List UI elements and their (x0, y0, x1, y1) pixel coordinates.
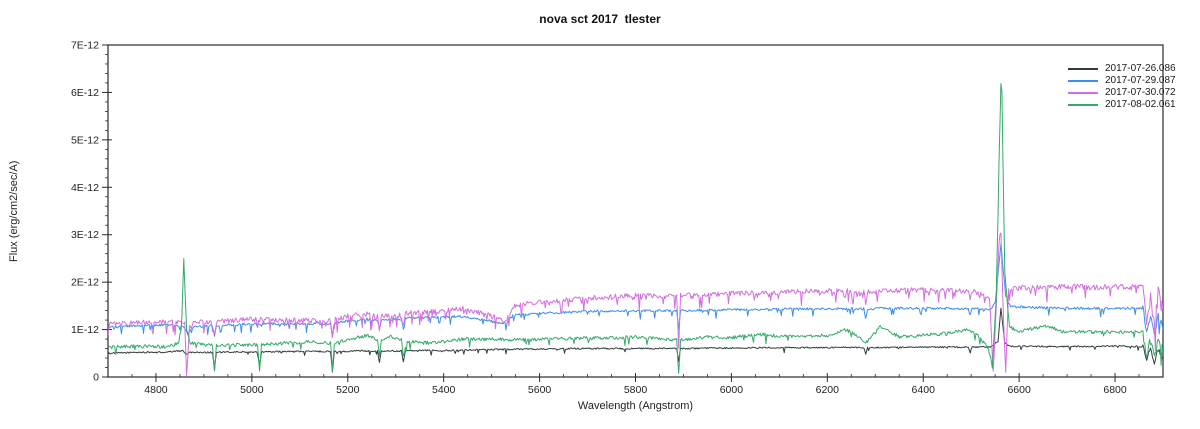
svg-text:5E-12: 5E-12 (71, 134, 99, 146)
legend-item: 2017-07-29.087 (1068, 75, 1176, 86)
spectrum-line-2017-07-30.072 (108, 232, 1163, 376)
svg-text:6000: 6000 (720, 384, 744, 396)
legend-line-swatch (1068, 103, 1098, 106)
legend-item: 2017-07-30.072 (1068, 87, 1176, 98)
legend-line-swatch (1068, 79, 1098, 82)
svg-text:5000: 5000 (240, 384, 264, 396)
svg-text:3E-12: 3E-12 (71, 229, 99, 241)
svg-text:7E-12: 7E-12 (71, 40, 99, 52)
svg-text:6600: 6600 (1007, 384, 1031, 396)
svg-text:4800: 4800 (144, 384, 168, 396)
svg-text:5200: 5200 (336, 384, 360, 396)
svg-text:6800: 6800 (1103, 384, 1127, 396)
legend-label: 2017-07-26.086 (1105, 63, 1176, 74)
svg-text:6400: 6400 (912, 384, 936, 396)
legend-item: 2017-07-26.086 (1068, 63, 1176, 74)
x-axis-label: Wavelength (Angstrom) (577, 400, 694, 412)
svg-text:5800: 5800 (624, 384, 648, 396)
legend-label: 2017-07-30.072 (1105, 87, 1176, 98)
spectrum-line-2017-07-26.086 (108, 307, 1163, 373)
svg-text:4E-12: 4E-12 (71, 182, 99, 194)
svg-text:5400: 5400 (432, 384, 456, 396)
spectrum-line-2017-08-02.061 (108, 83, 1163, 374)
legend-line-swatch (1068, 67, 1098, 70)
svg-text:1E-12: 1E-12 (71, 324, 99, 336)
legend-item: 2017-08-02.061 (1068, 99, 1176, 110)
legend-line-swatch (1068, 91, 1098, 94)
svg-text:0: 0 (93, 372, 99, 384)
svg-text:6E-12: 6E-12 (71, 87, 99, 99)
legend-label: 2017-07-29.087 (1105, 75, 1176, 86)
svg-text:5600: 5600 (528, 384, 552, 396)
legend: 2017-07-26.086 2017-07-29.087 2017-07-30… (1068, 63, 1176, 110)
svg-text:6200: 6200 (816, 384, 840, 396)
svg-text:2E-12: 2E-12 (71, 277, 99, 289)
legend-label: 2017-08-02.061 (1105, 99, 1176, 110)
chart-title: nova sct 2017 tlester (539, 12, 661, 26)
